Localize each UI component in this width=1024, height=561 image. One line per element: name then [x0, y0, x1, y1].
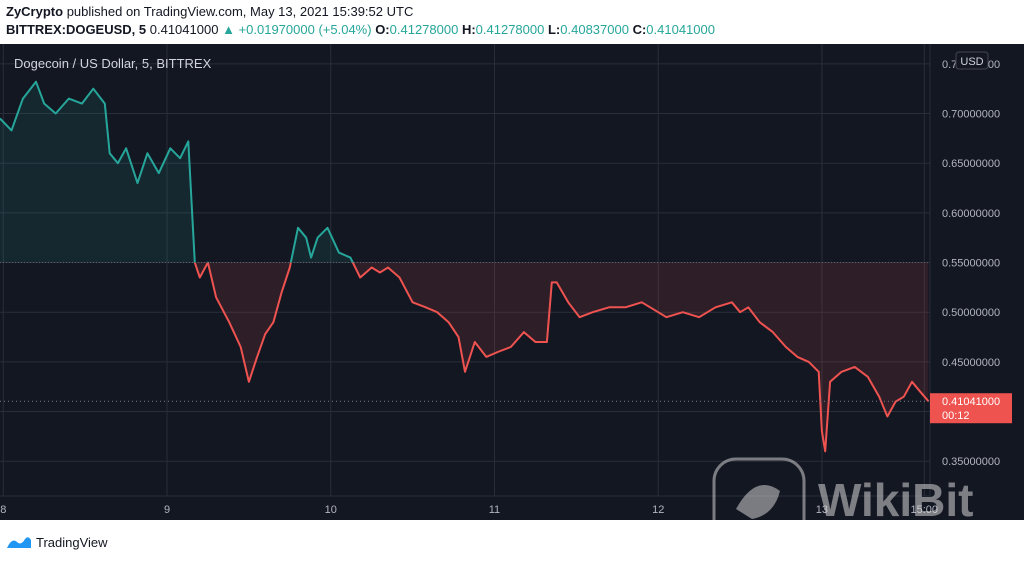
- y-tick-label: 0.60000000: [942, 208, 1000, 220]
- y-tick-label: 0.65000000: [942, 158, 1000, 170]
- price-chart[interactable]: 0.350000000.400000000.450000000.50000000…: [0, 44, 1024, 547]
- symbol-label: BITTREX:DOGEUSD, 5: [6, 22, 147, 37]
- publish-date: published on TradingView.com, May 13, 20…: [66, 4, 414, 19]
- ohlc-legend: BITTREX:DOGEUSD, 5 0.41041000 ▲ +0.01970…: [6, 22, 715, 37]
- y-tick-label: 0.35000000: [942, 456, 1000, 468]
- x-tick-label: 13: [816, 504, 828, 516]
- currency-label: USD: [960, 56, 983, 68]
- x-tick-label: 8: [0, 504, 6, 516]
- last-price-label: 0.41041000: [942, 396, 1000, 408]
- open-value: 0.41278000: [389, 22, 459, 37]
- y-tick-label: 0.50000000: [942, 307, 1000, 319]
- last-price-tag: 0.41041000 00:12: [930, 393, 1012, 424]
- publish-info: ZyCrypto published on TradingView.com, M…: [6, 4, 413, 19]
- y-tick-label: 0.55000000: [942, 258, 1000, 270]
- up-arrow-icon: ▲: [222, 22, 235, 37]
- y-tick-label: 0.45000000: [942, 357, 1000, 369]
- watermark: WikiBit: [712, 457, 973, 547]
- price-change: +0.01970000 (+5.04%): [238, 22, 372, 37]
- watermark-text: WikiBit: [818, 474, 973, 520]
- price-series: [0, 80, 930, 453]
- time-axis[interactable]: 8 9 10 11 12 13 15:00: [0, 504, 938, 516]
- publisher-name: ZyCrypto: [6, 4, 64, 19]
- area-below-baseline: [194, 262, 929, 452]
- countdown-label: 00:12: [942, 410, 970, 422]
- tradingview-logo-icon: [7, 537, 31, 548]
- last-price: 0.41041000: [149, 22, 219, 37]
- high-label: H:: [461, 22, 476, 37]
- close-value: 0.41041000: [646, 22, 715, 37]
- x-tick-label: 11: [489, 504, 500, 516]
- grid-lines: [0, 44, 931, 497]
- low-label: L:: [547, 22, 561, 37]
- x-tick-label: 10: [325, 504, 337, 516]
- open-label: O:: [375, 22, 390, 37]
- currency-box[interactable]: [955, 51, 989, 70]
- last-price-box: [930, 393, 1012, 424]
- chart-title: Dogecoin / US Dollar, 5, BITTREX: [14, 56, 212, 71]
- y-tick-label: 0.70000000: [942, 109, 1000, 121]
- chart-background: [0, 44, 1024, 520]
- price-line-down: [193, 262, 930, 453]
- x-tick-label: 12: [652, 504, 664, 516]
- high-value: 0.41278000: [475, 22, 545, 37]
- x-tick-label: 15:00: [911, 504, 939, 516]
- chart-panel[interactable]: 0.350000000.400000000.450000000.50000000…: [0, 44, 1024, 547]
- low-value: 0.40837000: [560, 22, 629, 37]
- area-above-baseline: [0, 81, 929, 263]
- price-line-up: [0, 80, 354, 263]
- eagle-icon: [736, 485, 780, 519]
- footer-brand: TradingView: [36, 534, 108, 550]
- footer[interactable]: TradingView: [6, 534, 108, 550]
- x-tick-label: 9: [164, 504, 170, 516]
- close-label: C:: [632, 22, 647, 37]
